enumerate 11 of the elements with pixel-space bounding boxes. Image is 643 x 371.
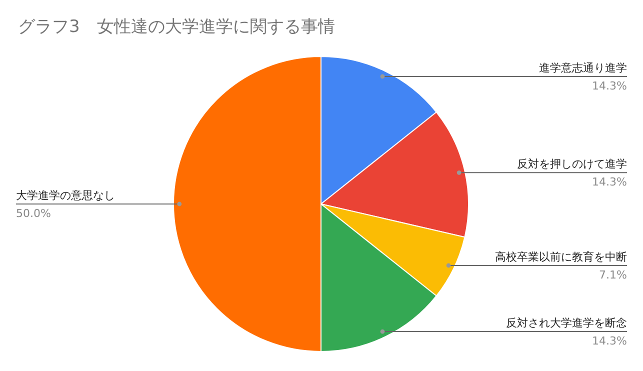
chart-title: グラフ3 女性達の大学進学に関する事情 [18, 17, 335, 37]
slice-label: 反対され大学進学を断念 [506, 316, 627, 330]
slice-label: 大学進学の意思なし [16, 189, 115, 202]
data-label: 50.0% [16, 207, 51, 220]
data-label: 14.3% [592, 176, 627, 189]
data-label: 14.3% [592, 79, 627, 92]
slice-label: 進学意志通り進学 [539, 61, 627, 74]
slice-label: 反対を押しのけて進学 [517, 158, 627, 171]
data-label: 7.1% [599, 268, 627, 282]
data-label: 14.3% [592, 334, 627, 348]
slice-label: 高校卒業以前に教育を中断 [495, 250, 627, 264]
